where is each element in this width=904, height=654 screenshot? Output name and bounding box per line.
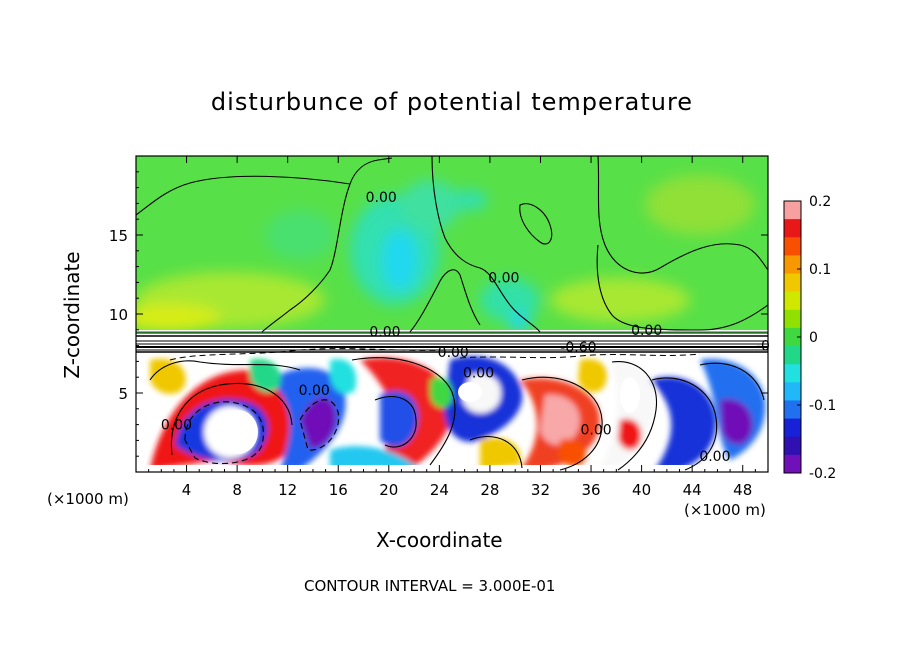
x-tick-label: 20 — [379, 481, 398, 499]
colorbar-swatch — [784, 400, 801, 420]
colorbar-swatch — [784, 255, 801, 275]
colorbar-swatch — [784, 273, 801, 293]
chart-title: disturbunce of potential temperature — [210, 88, 694, 116]
contour-label: 0.00 — [438, 345, 469, 361]
colorbar-swatch — [784, 418, 801, 438]
x-tick-label: 16 — [329, 481, 348, 499]
x-unit-label-left: (×1000 m) — [47, 490, 129, 508]
y-tick-label: 10 — [109, 306, 128, 324]
contour-label: 0.00 — [299, 383, 330, 399]
colorbar-tick-label: 0.1 — [809, 262, 831, 278]
colorbar-swatch — [784, 436, 801, 456]
contour-label: 0.00 — [463, 365, 494, 381]
colorbar-tick-label: -0.2 — [809, 466, 836, 482]
heatmap-field — [136, 156, 768, 472]
colorbar-swatch — [784, 237, 801, 256]
contour-labels: 0.00 0.00 0.00 0.00 -0.60 0.00 0.00 0.00 0.00 0.0… — [161, 190, 770, 465]
colorbar-swatch — [784, 346, 801, 365]
x-tick-label: 48 — [733, 481, 752, 499]
y-tick-label: 5 — [118, 385, 128, 403]
x-axis-label: X-coordinate — [376, 528, 503, 552]
contour-label: 0.00 — [366, 190, 397, 206]
colorbar-tick-label: -0.1 — [809, 398, 836, 414]
x-tick-label: 32 — [531, 481, 550, 499]
colorbar-swatch — [784, 291, 801, 311]
contour-label: 0.00 — [631, 323, 662, 339]
colorbar-swatch — [784, 364, 801, 383]
x-tick-label: 40 — [632, 481, 651, 499]
contour-interval-note: CONTOUR INTERVAL = 3.000E-01 — [304, 577, 556, 595]
colorbar: 0.2 0.1 0 -0.1 -0.2 — [783, 194, 836, 482]
colorbar-tick-label: 0 — [809, 330, 818, 346]
contour-label: 0.00 — [699, 449, 730, 465]
colorbar-swatch — [784, 201, 801, 220]
contour-label: 0.00 — [581, 422, 612, 438]
colorbar-swatch — [784, 309, 801, 329]
x-unit-label-right: (×1000 m) — [684, 501, 766, 519]
contour-label: 0.00 — [161, 418, 192, 434]
contour-label: 0.00 — [488, 271, 519, 287]
colorbar-swatch — [784, 219, 801, 238]
contour-label: 0.00 — [369, 324, 400, 340]
x-tick-label: 24 — [430, 481, 449, 499]
colorbar-swatch — [784, 382, 801, 401]
x-tick-label: 4 — [182, 481, 192, 499]
contour-label: -0 — [756, 339, 770, 355]
x-tick-label: 12 — [278, 481, 297, 499]
x-tick-label: 36 — [581, 481, 600, 499]
y-tick-label: 15 — [109, 227, 128, 245]
x-tick-label: 28 — [480, 481, 499, 499]
colorbar-swatch — [784, 327, 801, 347]
x-tick-label: 8 — [232, 481, 242, 499]
x-tick-label: 44 — [683, 481, 702, 499]
contour-label: -0.60 — [560, 340, 596, 356]
colorbar-swatch — [784, 454, 801, 474]
colorbar-tick-label: 0.2 — [809, 194, 831, 210]
